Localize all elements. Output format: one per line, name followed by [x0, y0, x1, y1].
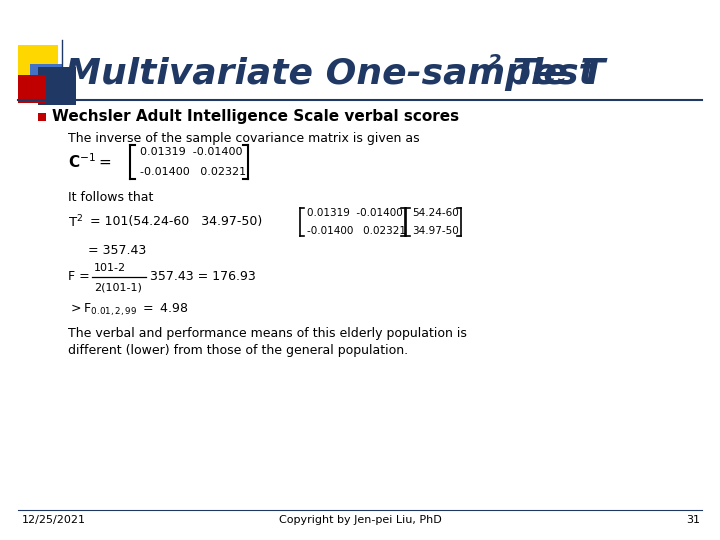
Text: F =: F = [68, 271, 90, 284]
Text: $\mathrm{T}^2$: $\mathrm{T}^2$ [68, 214, 83, 230]
Text: Test: Test [500, 57, 596, 91]
Text: 2(101-1): 2(101-1) [94, 282, 142, 292]
Text: 31: 31 [686, 515, 700, 525]
Text: 12/25/2021: 12/25/2021 [22, 515, 86, 525]
Bar [30, 64, 62, 96]
Text: The inverse of the sample covariance matrix is given as: The inverse of the sample covariance mat… [68, 132, 420, 145]
Text: 0.01319  -0.01400: 0.01319 -0.01400 [140, 147, 243, 157]
Text: = 101(54.24-60   34.97-50): = 101(54.24-60 34.97-50) [90, 215, 262, 228]
Text: 2: 2 [488, 53, 502, 72]
Bar [38, 113, 46, 121]
Text: 101-2: 101-2 [94, 263, 126, 273]
Bar [38, 67, 76, 105]
Text: 34.97-50: 34.97-50 [412, 226, 459, 236]
Text: Multivariate One-sample T: Multivariate One-sample T [65, 57, 605, 91]
Text: $\mathbf{C}^{-1}=$: $\mathbf{C}^{-1}=$ [68, 153, 112, 171]
Text: different (lower) from those of the general population.: different (lower) from those of the gene… [68, 344, 408, 357]
Bar [18, 75, 46, 103]
Text: Copyright by Jen-pei Liu, PhD: Copyright by Jen-pei Liu, PhD [279, 515, 441, 525]
Text: $> \mathrm{F}_{0.01,2,99}\ =\ 4.98$: $> \mathrm{F}_{0.01,2,99}\ =\ 4.98$ [68, 302, 189, 319]
Text: 357.43 = 176.93: 357.43 = 176.93 [150, 271, 256, 284]
Text: Wechsler Adult Intelligence Scale verbal scores: Wechsler Adult Intelligence Scale verbal… [52, 109, 459, 124]
Text: It follows that: It follows that [68, 191, 153, 204]
Text: 0.01319  -0.01400: 0.01319 -0.01400 [307, 208, 402, 218]
Text: -0.01400   0.02321: -0.01400 0.02321 [140, 167, 246, 177]
Text: The verbal and performance means of this elderly population is: The verbal and performance means of this… [68, 327, 467, 340]
Text: 54.24-60: 54.24-60 [412, 208, 459, 218]
Text: = 357.43: = 357.43 [88, 244, 146, 257]
Text: -0.01400   0.02321: -0.01400 0.02321 [307, 226, 406, 236]
Bar [18, 45, 58, 85]
